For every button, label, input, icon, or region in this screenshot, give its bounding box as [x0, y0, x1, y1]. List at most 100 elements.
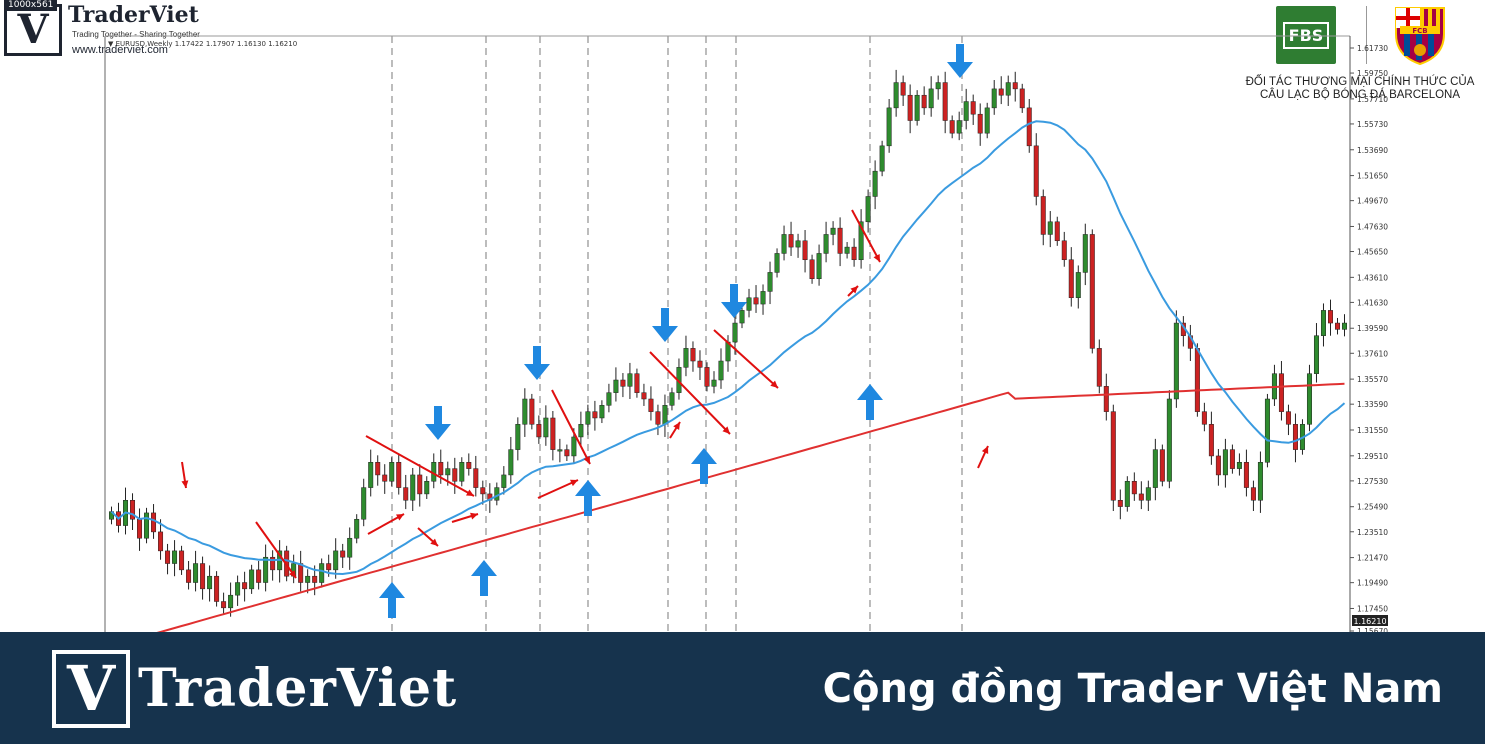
- candle-body: [165, 550, 171, 564]
- candle-body: [809, 259, 815, 279]
- candle-body: [452, 468, 458, 482]
- candle-body: [312, 575, 318, 583]
- candle-body: [837, 227, 843, 254]
- price-tick-label: 1.19490: [1357, 579, 1388, 588]
- candle-body: [711, 379, 717, 387]
- candle-body: [221, 601, 227, 609]
- candle-body: [1026, 107, 1032, 147]
- candle-body: [1285, 411, 1291, 425]
- annotation-arrow-shaft: [713, 329, 779, 389]
- price-tick-label: 1.21470: [1357, 554, 1388, 563]
- candle-body: [193, 563, 199, 583]
- candle-body: [844, 246, 850, 254]
- price-tick-label: 1.31550: [1357, 426, 1388, 435]
- candle-body: [508, 449, 514, 476]
- candle-body: [361, 487, 367, 520]
- annotation-arrow-head: [981, 446, 989, 454]
- candle-body: [816, 253, 822, 279]
- candle-body: [186, 569, 192, 583]
- candle-body: [830, 227, 836, 235]
- symbol-info: ▼ EURUSD,Weekly 1.17422 1.17907 1.16130 …: [108, 40, 297, 48]
- candle-body: [1068, 259, 1074, 298]
- price-tick-label: 1.59750: [1357, 69, 1388, 78]
- price-tick-label: 1.43610: [1357, 273, 1388, 282]
- candle-body: [879, 145, 885, 172]
- candle-body: [1320, 310, 1326, 336]
- candle-body: [1089, 234, 1095, 349]
- annotation-arrow-shaft: [851, 209, 881, 263]
- current-price-text: 1.16210: [1353, 617, 1386, 626]
- candle-body: [480, 487, 486, 495]
- candle-body: [767, 272, 773, 292]
- candle-body: [1222, 449, 1228, 476]
- candle-body: [753, 297, 759, 305]
- candle-body: [739, 310, 745, 324]
- fbs-logo-icon: FBS: [1276, 6, 1336, 64]
- candle-body: [1313, 335, 1319, 374]
- candle-body: [704, 367, 710, 387]
- candle-body: [648, 398, 654, 412]
- candle-body: [466, 462, 472, 469]
- candles: [109, 69, 1347, 617]
- candle-body: [1342, 322, 1347, 330]
- candle-body: [1208, 424, 1214, 457]
- price-tick-label: 1.39590: [1357, 324, 1388, 333]
- price-chart: ▼ EURUSD,Weekly 1.17422 1.17907 1.16130 …: [104, 35, 1388, 632]
- price-tick-label: 1.37610: [1357, 349, 1388, 358]
- candle-body: [949, 120, 955, 134]
- price-tick-label: 1.55730: [1357, 120, 1388, 129]
- candle-body: [1145, 487, 1151, 501]
- price-tick-label: 1.49670: [1357, 197, 1388, 206]
- brand-name: TraderViet: [68, 2, 199, 28]
- candle-body: [333, 550, 339, 571]
- sell-signal-arrow-icon: [721, 284, 747, 318]
- candle-body: [158, 531, 164, 552]
- brand-website: www.traderviet.com: [72, 44, 168, 56]
- candle-body: [1110, 411, 1116, 501]
- footer-logo-letter: V: [66, 652, 116, 725]
- candle-body: [151, 512, 157, 533]
- candle-body: [1138, 493, 1144, 501]
- sell-signal-arrow-icon: [425, 406, 451, 440]
- candle-body: [928, 88, 934, 109]
- sell-signal-arrow-icon: [524, 346, 550, 380]
- brand-tagline: Trading Together - Sharing Together: [72, 30, 200, 39]
- candle-body: [354, 518, 360, 539]
- candle-body: [130, 499, 136, 520]
- candle-body: [634, 373, 640, 393]
- candle-body: [690, 348, 696, 362]
- candle-body: [1292, 424, 1298, 450]
- candle-body: [802, 240, 808, 261]
- candle-body: [697, 360, 703, 368]
- candle-body: [1152, 449, 1158, 488]
- partner-divider: [1366, 6, 1367, 64]
- candle-body: [207, 575, 213, 590]
- candle-body: [998, 88, 1004, 96]
- candle-body: [1075, 272, 1081, 298]
- candle-body: [641, 392, 647, 400]
- candle-body: [620, 379, 626, 387]
- candle-body: [571, 436, 577, 457]
- candle-body: [263, 556, 269, 583]
- candle-body: [872, 170, 878, 197]
- candle-body: [340, 550, 346, 558]
- candle-body: [1215, 455, 1221, 476]
- candle-body: [515, 424, 521, 450]
- current-price-label: 1.16210: [1352, 615, 1388, 626]
- annotation-arrow-head: [570, 479, 578, 487]
- footer-slogan: Cộng đồng Trader Việt Nam: [822, 666, 1443, 712]
- candle-body: [732, 322, 738, 343]
- candle-body: [1124, 481, 1130, 507]
- price-tick-label: 1.27530: [1357, 477, 1388, 486]
- candle-body: [823, 234, 829, 254]
- candle-body: [1278, 373, 1284, 412]
- buy-signal-arrow-icon: [379, 582, 405, 618]
- annotation-arrow-head: [430, 538, 438, 546]
- candle-body: [718, 360, 724, 381]
- annotation-arrow-shaft: [255, 521, 297, 579]
- candle-body: [305, 575, 311, 583]
- candle-body: [144, 512, 150, 539]
- candle-body: [1264, 398, 1270, 463]
- candle-body: [473, 468, 479, 488]
- candle-body: [445, 468, 451, 476]
